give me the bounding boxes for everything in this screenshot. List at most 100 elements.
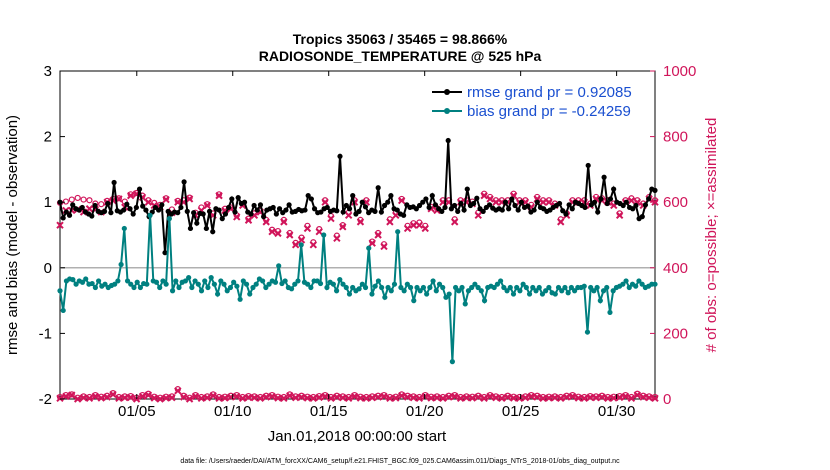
- legend-label-rmse: rmse grand pr = 0.92085: [467, 84, 632, 101]
- rmse-point: [582, 204, 588, 211]
- obs-x-stroke: [309, 394, 318, 403]
- bias-point: [443, 294, 449, 300]
- bias-point: [218, 278, 224, 284]
- obs-assimilated-marker: [403, 224, 412, 233]
- obs-assimilated-marker: [403, 393, 412, 401]
- obs-x-stroke: [144, 198, 153, 206]
- y-axis-label-right: # of obs: o=possible; ×=assimilated: [703, 118, 720, 353]
- obs-x-stroke: [474, 211, 482, 220]
- obs-assimilated-marker: [315, 228, 323, 236]
- obs-assimilated-marker: [162, 394, 170, 402]
- obs-x-stroke: [403, 224, 412, 233]
- rmse-point: [560, 208, 566, 214]
- obs-x-stroke: [126, 393, 135, 402]
- bias-point: [607, 309, 613, 316]
- obs-x-stroke: [468, 394, 477, 402]
- rmse-point: [60, 215, 66, 221]
- obs-x-stroke: [539, 394, 547, 403]
- bias-point: [227, 284, 234, 291]
- obs-possible-marker: [74, 194, 81, 202]
- obs-x-stroke: [197, 394, 206, 403]
- obs-assimilated-marker: [68, 391, 76, 399]
- obs-x-stroke: [91, 392, 100, 401]
- bias-point: [298, 242, 304, 248]
- obs-assimilated-marker: [191, 392, 200, 401]
- obs-assimilated-marker: [397, 392, 406, 400]
- obs-x-stroke: [415, 221, 424, 229]
- bias-point: [446, 291, 452, 297]
- obs-assimilated-marker: [162, 195, 170, 204]
- rmse-point: [455, 208, 461, 214]
- bias-point: [478, 288, 484, 294]
- bias-point: [121, 225, 127, 232]
- rmse-point: [646, 196, 652, 202]
- bias-point: [517, 288, 523, 294]
- obs-x-stroke: [286, 392, 294, 400]
- rmse-point: [486, 202, 493, 208]
- bias-point: [526, 291, 533, 297]
- bias-point: [266, 281, 272, 287]
- plot-frame: [59, 70, 656, 400]
- obs-x-stroke: [639, 393, 647, 401]
- bias-point: [465, 288, 472, 294]
- obs-x-stroke: [185, 395, 194, 403]
- rmse-point: [356, 208, 362, 214]
- bias-point: [250, 284, 256, 291]
- rmse-point: [633, 202, 639, 209]
- obs-assimilated-marker: [598, 393, 606, 401]
- obs-assimilated-marker: [344, 394, 353, 403]
- legend: rmse grand pr = 0.92085 bias grand pr = …: [425, 79, 652, 125]
- obs-x-stroke: [344, 211, 353, 220]
- rmse-point: [248, 211, 254, 217]
- rmse-point: [283, 207, 289, 213]
- obs-assimilated-marker: [392, 211, 400, 220]
- rmse-point: [89, 213, 95, 219]
- bias-point: [507, 284, 513, 291]
- obs-assimilated-marker: [421, 224, 429, 233]
- rmse-point: [143, 207, 149, 213]
- legend-marker-bias: [444, 108, 450, 114]
- bias-point: [295, 278, 301, 284]
- obs-x-stroke: [203, 201, 211, 210]
- bias-point: [263, 284, 269, 291]
- obs-assimilated-marker: [315, 393, 323, 402]
- obs-assimilated-marker: [291, 241, 300, 249]
- bias-point: [401, 288, 407, 294]
- bias-point: [214, 291, 221, 297]
- bias-point: [494, 281, 501, 287]
- rmse-point: [63, 209, 69, 215]
- rmse-point: [556, 200, 563, 207]
- obs-x-stroke: [374, 231, 382, 239]
- obs-assimilated-marker: [221, 394, 229, 402]
- bias-point: [83, 276, 89, 282]
- bias-point: [395, 229, 401, 235]
- bias-point: [330, 281, 336, 287]
- rmse-point: [254, 207, 260, 213]
- bias-point: [546, 284, 552, 291]
- obs-assimilated-marker: [521, 393, 530, 402]
- bias-point: [198, 288, 205, 294]
- bias-point: [559, 288, 565, 294]
- rmse-point: [226, 204, 232, 211]
- obs-assimilated-marker: [527, 392, 535, 401]
- obs-assimilated-marker: [174, 198, 182, 206]
- rmse-point: [585, 162, 591, 169]
- x-tick-label: 01/15: [310, 403, 348, 420]
- rmse-point: [630, 206, 636, 212]
- bias-point: [375, 278, 382, 284]
- obs-assimilated-marker: [545, 394, 553, 402]
- obs-x-stroke: [262, 393, 270, 401]
- bias-point: [565, 290, 571, 296]
- obs-x-stroke: [562, 393, 571, 401]
- plot-area: [59, 70, 656, 400]
- obs-x-stroke: [215, 394, 223, 403]
- rmse-point: [261, 214, 267, 220]
- rmse-point: [591, 199, 598, 205]
- obs-x-stroke: [291, 393, 300, 402]
- obs-assimilated-marker: [103, 393, 111, 401]
- bias-point: [462, 301, 468, 307]
- obs-x-stroke: [233, 213, 241, 221]
- bias-point: [92, 284, 98, 291]
- obs-x-stroke: [250, 393, 259, 402]
- rmse-point: [257, 202, 264, 208]
